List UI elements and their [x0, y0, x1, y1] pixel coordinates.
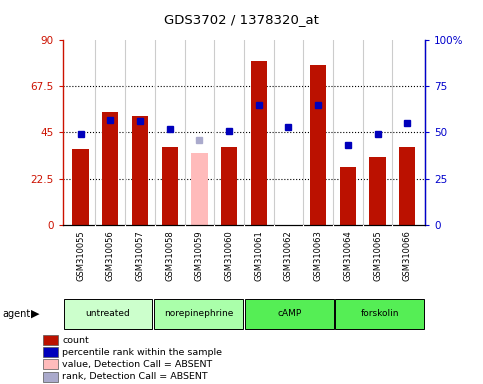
- Bar: [399, 147, 415, 225]
- Text: GSM310055: GSM310055: [76, 230, 85, 281]
- Bar: [191, 153, 208, 225]
- Text: untreated: untreated: [85, 309, 130, 318]
- Text: GSM310063: GSM310063: [313, 230, 323, 281]
- Bar: [132, 116, 148, 225]
- Bar: [161, 147, 178, 225]
- Text: ▶: ▶: [31, 309, 40, 319]
- Bar: [369, 157, 386, 225]
- Text: agent: agent: [2, 309, 30, 319]
- Text: GSM310056: GSM310056: [106, 230, 115, 281]
- Text: value, Detection Call = ABSENT: value, Detection Call = ABSENT: [62, 359, 212, 369]
- Bar: [245, 299, 334, 329]
- Bar: [102, 112, 118, 225]
- Text: norepinephrine: norepinephrine: [164, 309, 233, 318]
- Bar: [43, 372, 58, 382]
- Text: GSM310061: GSM310061: [254, 230, 263, 281]
- Bar: [221, 147, 237, 225]
- Bar: [64, 299, 153, 329]
- Bar: [154, 299, 243, 329]
- Text: count: count: [62, 336, 89, 344]
- Text: forskolin: forskolin: [360, 309, 399, 318]
- Bar: [340, 167, 356, 225]
- Bar: [310, 65, 327, 225]
- Text: GSM310066: GSM310066: [403, 230, 412, 281]
- Text: percentile rank within the sample: percentile rank within the sample: [62, 348, 222, 357]
- Text: GSM310064: GSM310064: [343, 230, 352, 281]
- Text: cAMP: cAMP: [277, 309, 301, 318]
- Text: GSM310058: GSM310058: [165, 230, 174, 281]
- Text: GSM310060: GSM310060: [225, 230, 234, 281]
- Bar: [251, 61, 267, 225]
- Bar: [43, 359, 58, 369]
- Bar: [43, 347, 58, 357]
- Bar: [72, 149, 89, 225]
- Text: rank, Detection Call = ABSENT: rank, Detection Call = ABSENT: [62, 372, 208, 381]
- Text: GSM310065: GSM310065: [373, 230, 382, 281]
- Text: GDS3702 / 1378320_at: GDS3702 / 1378320_at: [164, 13, 319, 26]
- Bar: [43, 335, 58, 345]
- Text: GSM310059: GSM310059: [195, 230, 204, 281]
- Text: GSM310057: GSM310057: [136, 230, 144, 281]
- Text: GSM310062: GSM310062: [284, 230, 293, 281]
- Bar: [335, 299, 424, 329]
